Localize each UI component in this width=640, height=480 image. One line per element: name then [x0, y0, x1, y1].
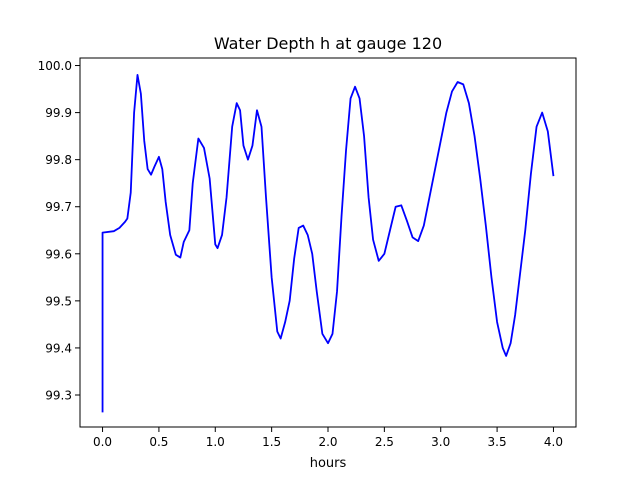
- x-tick-label: 2.5: [375, 435, 394, 449]
- x-tick-label: 0.5: [149, 435, 168, 449]
- x-tick-label: 3.5: [488, 435, 507, 449]
- x-tick-label: 2.0: [318, 435, 337, 449]
- y-tick-label: 99.5: [45, 294, 72, 308]
- x-axis-label: hours: [310, 456, 347, 471]
- y-tick-label: 99.6: [45, 247, 72, 261]
- series-line-water-depth: [101, 74, 555, 413]
- y-tick-label: 100.0: [38, 59, 72, 73]
- x-tick-label: 1.5: [262, 435, 281, 449]
- chart-title: Water Depth h at gauge 120: [214, 34, 442, 53]
- y-axis: 99.3 99.4 99.5 99.6 99.7 99.8 99.9 100.0: [38, 59, 80, 402]
- x-tick-label: 0.0: [93, 435, 112, 449]
- y-tick-label: 99.7: [45, 200, 72, 214]
- y-tick-label: 99.9: [45, 106, 72, 120]
- y-tick-label: 99.8: [45, 153, 72, 167]
- y-tick-label: 99.3: [45, 388, 72, 402]
- x-axis: 0.0 0.5 1.0 1.5 2.0 2.5 3.0 3.5 4.0: [93, 427, 563, 449]
- x-tick-label: 4.0: [544, 435, 563, 449]
- y-tick-label: 99.4: [45, 341, 72, 355]
- x-tick-label: 3.0: [431, 435, 450, 449]
- x-tick-label: 1.0: [206, 435, 225, 449]
